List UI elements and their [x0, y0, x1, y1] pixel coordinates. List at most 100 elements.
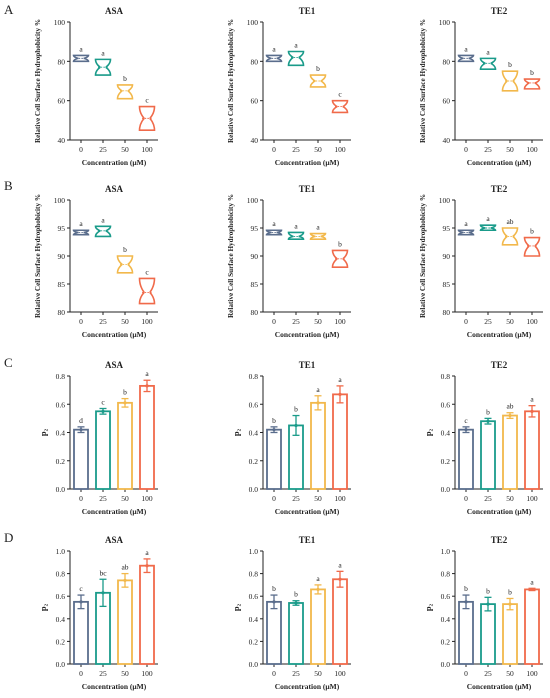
chart-c-te2-bar [480, 420, 496, 490]
chart-b-te2-xtick-label: 100 [526, 317, 538, 326]
chart-a-te1-xtick-label: 0 [272, 145, 276, 154]
chart-c-te2-significance-letter: a [530, 395, 534, 404]
chart-c-te2-ytick-label: 0.8 [441, 372, 451, 381]
chart-c-asa-significance-letter: b [123, 388, 127, 397]
chart-d-asa-data-point [101, 591, 105, 595]
chart-d-asa-ytick-label: 0.0 [56, 660, 66, 669]
chart-d-te2-ytick-label: 0.4 [441, 615, 451, 624]
chart-c-te1-significance-letter: a [316, 385, 320, 394]
chart-c-te2-data-point [464, 428, 468, 432]
chart-d-asa-bar [139, 564, 155, 665]
chart-b-te1-significance-letter: a [294, 221, 298, 230]
chart-b-asa-ytick-label: 80 [58, 308, 66, 317]
chart-b-te2-violin [479, 224, 497, 232]
chart-a-te2-significance-letter: b [508, 60, 512, 69]
chart-a-asa-xtick-label: 50 [121, 145, 129, 154]
chart-b-asa-violin [116, 255, 134, 274]
chart-c-te2-xtick-label: 25 [484, 494, 492, 503]
chart-b-te2-title: TE2 [491, 184, 508, 194]
chart-c-te2-data-point [486, 419, 490, 423]
chart-b-te1-significance-letter: a [316, 223, 320, 232]
chart-c-te2-data-point [508, 413, 512, 418]
chart-c-asa-bar [95, 410, 111, 490]
chart-c-asa-bar [117, 401, 133, 490]
chart-d-asa-bar [117, 579, 133, 665]
chart-b-asa-violin [72, 229, 90, 236]
chart-c-te2-ytick-label: 0.0 [441, 485, 451, 494]
chart-c-asa-ytick-label: 0.4 [56, 429, 66, 438]
chart-d-asa-title: ASA [105, 535, 124, 545]
chart-c-te1-ytick-label: 0.2 [249, 457, 259, 466]
chart-a-te1-ylabel: Relative Cell Surface Hydrophobicity % [227, 19, 235, 143]
chart-a-te1-ytick-label: 80 [251, 57, 259, 66]
chart-d-asa-ytick-label: 0.2 [56, 637, 66, 646]
chart-c-te1-title: TE1 [299, 360, 316, 370]
chart-d-asa-xlabel: Concentration (μM) [82, 682, 147, 691]
chart-a-te1-violin [265, 54, 283, 63]
panel-letter-a: A [4, 2, 14, 17]
chart-c-te1-xtick-label: 25 [292, 494, 300, 503]
chart-d-te1-xtick-label: 25 [292, 669, 300, 678]
chart-c-asa-xlabel: Concentration (μM) [82, 507, 147, 516]
chart-c-asa-ytick-label: 0.6 [56, 400, 66, 409]
chart-d-te2-ytick-label: 0.8 [441, 570, 451, 579]
chart-a-asa-xtick-label: 0 [79, 145, 83, 154]
chart-a-asa-violin [116, 84, 134, 100]
chart-a-te2-xlabel: Concentration (μM) [467, 158, 532, 167]
chart-b-te2-significance-letter: a [486, 214, 490, 223]
chart-a-te2-violin [457, 54, 475, 63]
chart-b-asa-violin [94, 225, 112, 238]
chart-c-te1-ylabel: p₂ [231, 428, 241, 436]
chart-b-te1-xlabel: Concentration (μM) [275, 330, 340, 339]
chart-a-te1-ytick-label: 40 [251, 136, 259, 145]
chart-b-te2-ytick-label: 90 [443, 252, 451, 261]
chart-a-te1-violin [331, 99, 349, 114]
chart-c-asa-xtick-label: 100 [141, 494, 153, 503]
chart-c-te1-bar [332, 393, 348, 490]
chart-a-asa-title: ASA [105, 6, 124, 16]
chart-b-te2-violin [523, 236, 541, 257]
chart-a-te1-ytick-label: 100 [247, 18, 259, 27]
chart-b-te1-ytick-label: 100 [247, 196, 259, 205]
chart-d-te2-ytick-label: 0.6 [441, 592, 451, 601]
chart-b-te2-ylabel: Relative Cell Surface Hydrophobicity % [419, 194, 427, 318]
chart-d-te1-data-point [316, 587, 320, 592]
chart-d-asa-xtick-label: 100 [141, 669, 153, 678]
chart-d-asa-xtick-label: 50 [121, 669, 129, 678]
chart-b-te1-ytick-label: 80 [251, 308, 259, 317]
chart-b-te2-significance-letter: ab [506, 217, 513, 226]
chart-d-te2-significance-letter: a [530, 577, 534, 586]
chart-a-te2-significance-letter: a [486, 47, 490, 56]
chart-a-asa-significance-letter: a [79, 44, 83, 53]
chart-c-asa-significance-letter: d [79, 416, 83, 425]
chart-c-te1-xtick-label: 100 [334, 494, 346, 503]
chart-a-te1-violin [309, 74, 327, 88]
chart-d-te1-xlabel: Concentration (μM) [275, 682, 340, 691]
chart-b-asa-significance-letter: b [123, 245, 127, 254]
chart-b-te1-significance-letter: b [338, 239, 342, 248]
chart-d-asa-ytick-label: 0.8 [56, 570, 66, 579]
chart-a-asa-significance-letter: b [123, 74, 127, 83]
chart-b-asa-xtick-label: 25 [99, 317, 107, 326]
chart-a-te1-xtick-label: 50 [314, 145, 322, 154]
chart-d-te1-xtick-label: 50 [314, 669, 322, 678]
chart-b-te2-xtick-label: 0 [464, 317, 468, 326]
chart-d-te2-data-point [508, 602, 512, 606]
chart-b-te1-violin [265, 229, 283, 236]
chart-c-te2-bar [524, 410, 540, 490]
chart-d-te1-data-point [338, 577, 342, 581]
chart-d-te1-ytick-label: 0.4 [249, 615, 259, 624]
chart-d-asa-bar [73, 600, 89, 665]
chart-c-te2-xtick-label: 50 [506, 494, 514, 503]
chart-c-te2-ytick-label: 0.4 [441, 429, 451, 438]
chart-c-te1-bar [310, 401, 326, 490]
chart-d-te1-ytick-label: 1.0 [249, 547, 259, 556]
chart-a-asa-significance-letter: c [145, 96, 149, 105]
chart-a-te1-violin [287, 50, 305, 67]
chart-b-asa-ytick-label: 90 [58, 252, 66, 261]
chart-a-asa-significance-letter: a [101, 48, 105, 57]
chart-c-te2-ylabel: p₂ [423, 428, 433, 436]
chart-b-te2-ytick-label: 100 [439, 196, 451, 205]
